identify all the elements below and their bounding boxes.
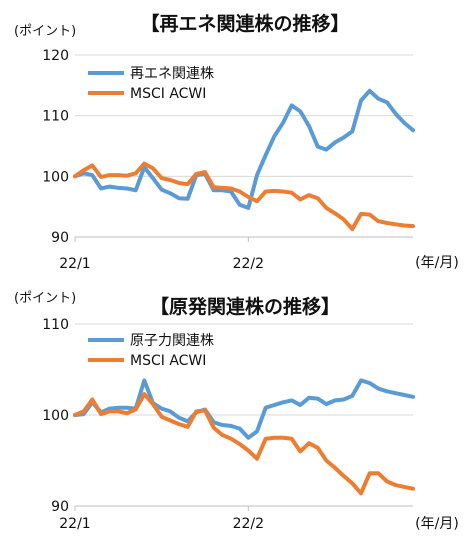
chart-title: 【原発関連株の推移】 [150,295,340,318]
legend-label: MSCI ACWI [130,86,206,102]
y-tick-label: 100 [42,169,69,185]
y-tick-labels: 90 100 110 120 [42,48,69,246]
grid-lines [75,54,413,238]
y-tick-label: 90 [51,230,69,246]
x-tick-label: 22/1 [59,256,90,272]
x-tick-labels: 22/1 22/2 [59,506,264,532]
y-axis-unit: (ポイント) [14,291,76,306]
series-line-msci-acwi [73,392,415,496]
y-axis-unit: (ポイント) [14,24,76,39]
y-tick-label: 90 [51,499,69,515]
y-tick-label: 110 [42,317,69,333]
series-line-msci-acwi [73,161,415,232]
x-tick-label: 22/2 [233,516,264,532]
series-line-theme [73,88,415,210]
x-axis-unit: (年/月) [415,255,459,271]
y-tick-label: 110 [42,109,69,125]
x-tick-label: 22/2 [233,256,264,272]
legend-label: 再エネ関連株 [130,66,214,82]
y-tick-label: 120 [42,48,69,64]
legend-label: 原子力関連株 [130,333,214,349]
series-lines [73,88,415,232]
legend: 再エネ関連株 MSCI ACWI [88,66,214,102]
chart-title: 【再エネ関連株の推移】 [140,12,349,35]
grid-lines [75,323,413,507]
legend: 原子力関連株 MSCI ACWI [88,333,214,369]
x-tick-label: 22/1 [59,516,90,532]
series-lines [73,378,415,496]
y-tick-label: 100 [42,408,69,424]
legend-label: MSCI ACWI [130,353,206,369]
x-tick-labels: 22/1 22/2 [59,237,264,272]
series-line-theme [73,378,415,440]
x-axis-unit: (年/月) [415,516,459,532]
chart-nuclear: 【原発関連株の推移】 (ポイント) 90 100 110 22/1 22/2 (年/月… [14,291,459,532]
y-tick-labels: 90 100 110 [42,317,69,515]
